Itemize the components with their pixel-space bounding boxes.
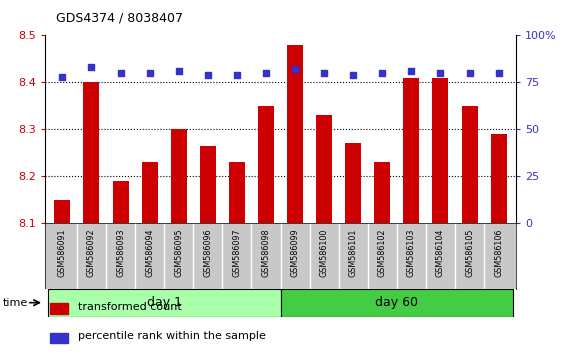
Bar <box>433 78 448 223</box>
Bar <box>316 115 332 223</box>
Bar <box>141 162 158 223</box>
Point <box>494 70 503 76</box>
Text: GSM586103: GSM586103 <box>407 228 416 276</box>
Bar <box>258 106 274 223</box>
Bar <box>229 162 245 223</box>
Text: GSM586106: GSM586106 <box>494 228 503 276</box>
Point <box>232 72 241 78</box>
Text: GSM586099: GSM586099 <box>291 228 300 277</box>
Bar <box>280 289 513 317</box>
Bar <box>374 162 390 223</box>
Text: GSM586098: GSM586098 <box>261 228 270 277</box>
Bar <box>491 134 507 223</box>
Text: GDS4374 / 8038407: GDS4374 / 8038407 <box>56 12 183 25</box>
Point <box>349 72 358 78</box>
Bar <box>200 145 216 223</box>
Bar <box>84 82 99 223</box>
Bar <box>403 78 420 223</box>
Point <box>378 70 387 76</box>
Text: GSM586102: GSM586102 <box>378 228 387 277</box>
Text: GSM586093: GSM586093 <box>116 228 125 277</box>
Point <box>320 70 329 76</box>
Bar <box>48 289 280 317</box>
Point <box>145 70 154 76</box>
Point <box>203 72 212 78</box>
Bar <box>287 45 303 223</box>
Bar <box>345 143 361 223</box>
Text: percentile rank within the sample: percentile rank within the sample <box>78 331 266 342</box>
Bar <box>113 181 128 223</box>
Point <box>407 68 416 74</box>
Text: GSM586105: GSM586105 <box>465 228 474 277</box>
Text: time: time <box>3 298 28 308</box>
Text: day 1: day 1 <box>146 296 182 309</box>
Text: GSM586101: GSM586101 <box>349 228 358 276</box>
Point <box>116 70 125 76</box>
Text: transformed count: transformed count <box>78 302 182 312</box>
Text: GSM586091: GSM586091 <box>58 228 67 277</box>
Bar <box>54 200 70 223</box>
Text: GSM586100: GSM586100 <box>320 228 329 276</box>
Bar <box>171 129 187 223</box>
Point <box>465 70 474 76</box>
Text: GSM586094: GSM586094 <box>145 228 154 277</box>
Point <box>291 66 300 72</box>
Bar <box>49 303 68 314</box>
Text: GSM586097: GSM586097 <box>232 228 241 277</box>
Point <box>174 68 183 74</box>
Point <box>87 64 96 70</box>
Text: GSM586095: GSM586095 <box>174 228 183 277</box>
Text: GSM586092: GSM586092 <box>87 228 96 277</box>
Text: GSM586096: GSM586096 <box>203 228 212 277</box>
Bar <box>462 106 477 223</box>
Point <box>58 74 67 80</box>
Point <box>261 70 270 76</box>
Text: day 60: day 60 <box>375 296 419 309</box>
Point <box>436 70 445 76</box>
Text: GSM586104: GSM586104 <box>436 228 445 276</box>
Bar <box>49 333 68 343</box>
